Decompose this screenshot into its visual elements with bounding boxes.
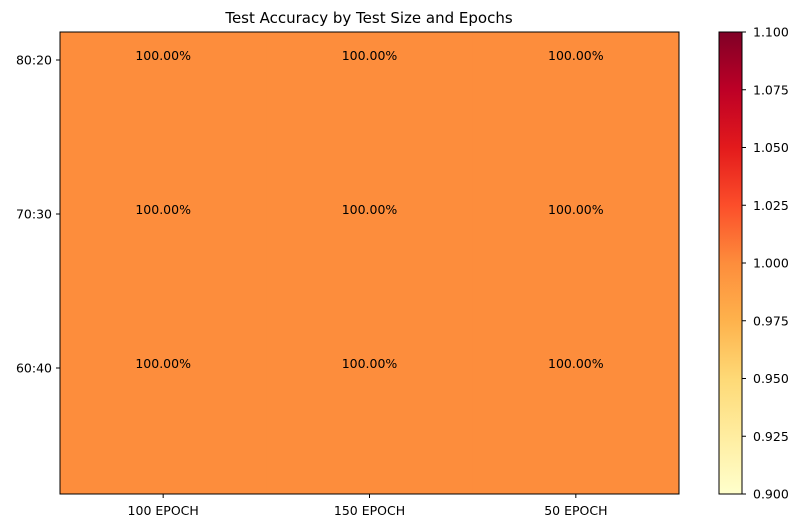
y-tick-label: 80:20 bbox=[16, 53, 52, 68]
colorbar bbox=[718, 31, 743, 495]
colorbar-tick-label: 1.075 bbox=[753, 82, 789, 97]
cell-value-label: 100.00% bbox=[135, 202, 191, 217]
colorbar-tick-label: 1.025 bbox=[753, 198, 789, 213]
heatmap-cell-labels: 100.00% 100.00% 100.00% 100.00% 100.00% 100.0… bbox=[135, 48, 603, 371]
y-axis: 80:20 70:30 60:40 bbox=[16, 53, 60, 376]
colorbar-tick-label: 0.925 bbox=[753, 429, 789, 444]
colorbar-tick-label: 1.050 bbox=[753, 140, 789, 155]
heatmap-cell bbox=[472, 186, 680, 341]
cell-value-label: 100.00% bbox=[548, 202, 604, 217]
colorbar-tick-label: 1.000 bbox=[753, 256, 789, 271]
cell-value-label: 100.00% bbox=[135, 48, 191, 63]
y-tick-label: 60:40 bbox=[16, 361, 52, 376]
colorbar-tick-label: 0.900 bbox=[753, 487, 789, 502]
heatmap-cell bbox=[266, 32, 474, 187]
colorbar-ticks: 0.900 0.925 0.950 0.975 1.000 1.025 1.050 1.075… bbox=[742, 25, 789, 502]
chart-title: Test Accuracy by Test Size and Epochs bbox=[224, 9, 513, 27]
heatmap-cell bbox=[60, 340, 267, 495]
x-axis: 100 EPOCH 150 EPOCH 50 EPOCH bbox=[128, 494, 607, 518]
cell-value-label: 100.00% bbox=[342, 356, 398, 371]
colorbar-tick-label: 1.100 bbox=[753, 25, 789, 40]
heatmap-cell bbox=[266, 186, 474, 341]
y-tick-label: 70:30 bbox=[16, 207, 52, 222]
heatmap-cell bbox=[472, 340, 680, 495]
heatmap-cells bbox=[60, 32, 680, 495]
cell-value-label: 100.00% bbox=[548, 356, 604, 371]
heatmap-cell bbox=[472, 32, 680, 187]
heatmap-cell bbox=[266, 340, 474, 495]
heatmap-cell bbox=[60, 186, 267, 341]
cell-value-label: 100.00% bbox=[342, 48, 398, 63]
cell-value-label: 100.00% bbox=[548, 48, 604, 63]
colorbar-tick-label: 0.950 bbox=[753, 371, 789, 386]
x-tick-label: 50 EPOCH bbox=[544, 503, 607, 518]
cell-value-label: 100.00% bbox=[135, 356, 191, 371]
x-tick-label: 150 EPOCH bbox=[334, 503, 405, 518]
heatmap-cell bbox=[60, 32, 267, 187]
cell-value-label: 100.00% bbox=[342, 202, 398, 217]
x-tick-label: 100 EPOCH bbox=[128, 503, 199, 518]
colorbar-tick-label: 0.975 bbox=[753, 313, 789, 328]
